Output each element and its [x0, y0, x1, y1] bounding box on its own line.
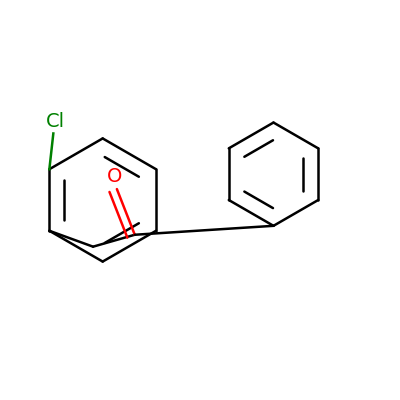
Text: Cl: Cl — [46, 112, 65, 131]
Text: O: O — [107, 167, 122, 186]
